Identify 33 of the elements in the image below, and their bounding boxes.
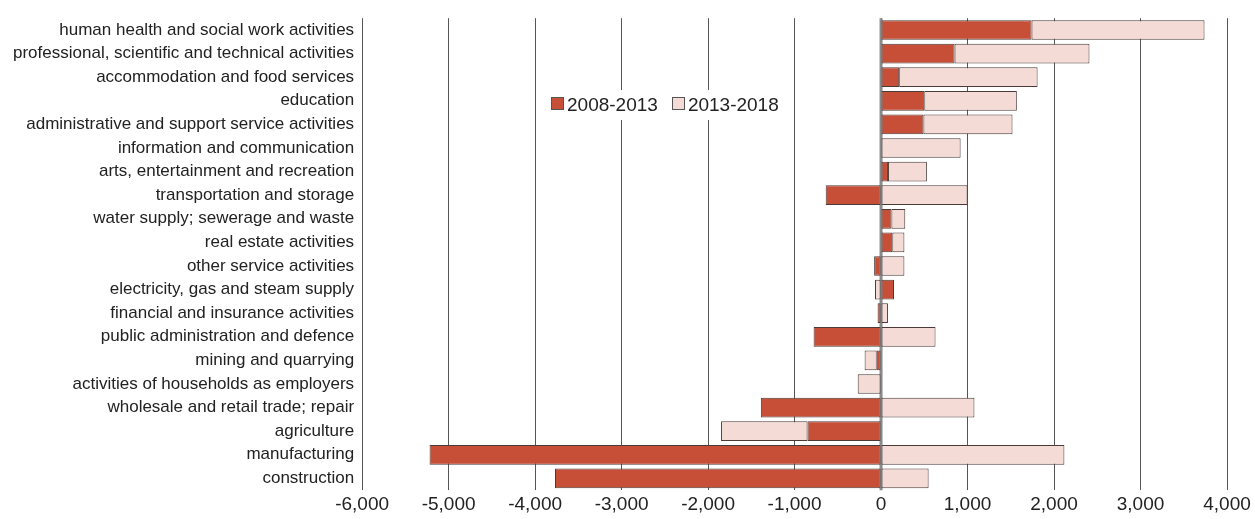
x-tick-label: -2,000 (681, 492, 735, 514)
y-tick-label: wholesale and retail trade; repair (106, 397, 355, 417)
x-tick-label: 0 (875, 492, 887, 514)
x-tick-label: -6,000 (335, 492, 390, 514)
y-tick-label: arts, entertainment and recreation (98, 161, 355, 181)
x-tick-label: 1,000 (943, 492, 992, 514)
x-tick-label: -5,000 (421, 492, 476, 514)
y-tick-label: real estate activities (204, 232, 355, 252)
x-tick-label: -3,000 (594, 492, 649, 514)
y-tick-label: agriculture (274, 420, 355, 440)
y-tick-label: other service activities (186, 255, 355, 275)
legend-label: 2013-2018 (687, 94, 779, 115)
y-tick-label: manufacturing (246, 444, 355, 464)
y-tick-label: education (280, 90, 355, 110)
y-tick-label: activities of households as employers (72, 373, 355, 393)
x-tick-label: -1,000 (767, 492, 822, 514)
y-tick-label: electricity, gas and steam supply (109, 279, 355, 299)
y-tick-label: accommodation and food services (96, 66, 355, 86)
legend-label: 2008-2013 (567, 94, 658, 115)
y-tick-label: human health and social work activities (59, 19, 355, 39)
y-tick-label: construction (262, 468, 355, 488)
y-tick-label: mining and quarrying (195, 350, 355, 370)
y-tick-label: transportation and storage (155, 184, 355, 204)
y-tick-label: professional, scientific and technical activities (12, 43, 355, 63)
x-tick-label: 3,000 (1116, 492, 1165, 514)
y-tick-label: financial and insurance activities (110, 302, 355, 322)
y-tick-label: information and communication (117, 137, 355, 157)
x-tick-label: 4,000 (1203, 492, 1251, 514)
y-tick-label: public administration and defence (100, 326, 355, 346)
x-tick-label: 2,000 (1030, 492, 1078, 514)
y-tick-label: administrative and support service activities (26, 114, 355, 134)
x-tick-label: -4,000 (508, 492, 563, 514)
y-tick-label: water supply; sewerage and waste (92, 208, 355, 228)
